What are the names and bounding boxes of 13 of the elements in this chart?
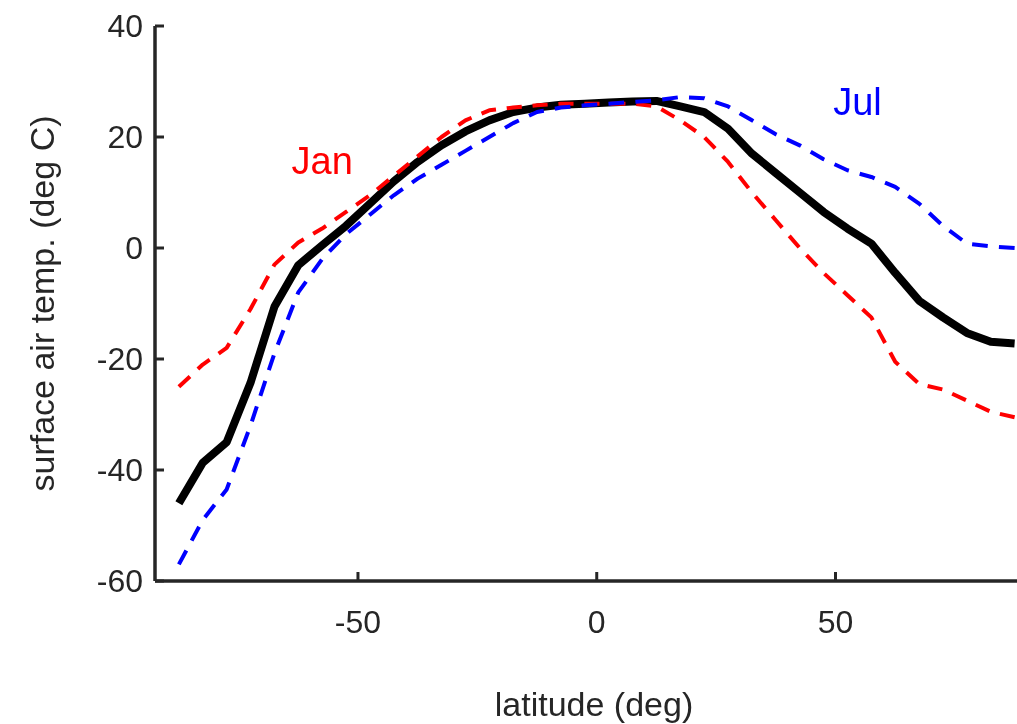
y-tick-label: 20 [107, 119, 143, 155]
y-axis-title: surface air temp. (deg C) [23, 115, 61, 492]
y-tick-label: 40 [107, 8, 143, 44]
x-tick-label: 50 [817, 604, 854, 640]
y-tick-label: -60 [96, 563, 143, 599]
x-tick-label: 0 [587, 604, 606, 640]
x-tick-label: -50 [334, 604, 382, 640]
y-tick-label: -20 [96, 341, 143, 377]
y-tick-label: -40 [96, 452, 143, 488]
series-label: Jan [291, 139, 353, 182]
series-label: Jul [833, 81, 882, 124]
x-axis-title: latitude (deg) [494, 685, 694, 723]
y-tick-label: 0 [125, 230, 143, 266]
